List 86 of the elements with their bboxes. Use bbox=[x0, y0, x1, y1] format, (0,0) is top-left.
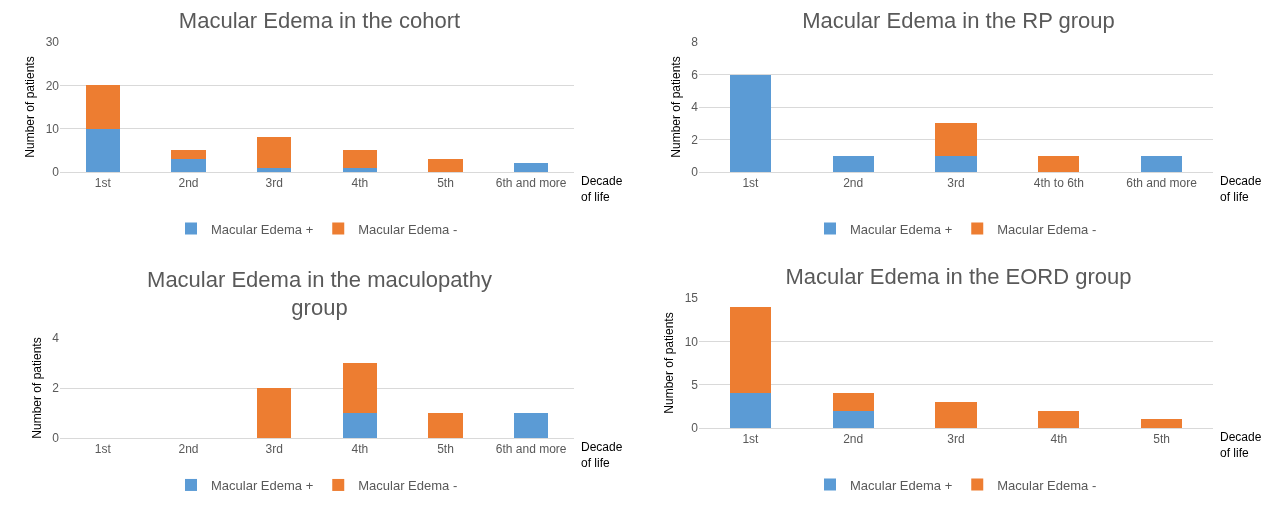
bar bbox=[935, 123, 977, 156]
y-tick-label: 0 bbox=[52, 165, 60, 180]
y-axis-title: Number of patients bbox=[661, 312, 676, 414]
bar bbox=[342, 363, 377, 413]
chart-title: Macular Edema in the maculopathy group bbox=[147, 266, 492, 321]
legend-label: Macular Edema - bbox=[358, 478, 458, 494]
x-axis-title: Decade of life bbox=[581, 174, 623, 204]
bar bbox=[832, 393, 874, 411]
x-tick-label: 2nd bbox=[178, 176, 199, 191]
y-tick-label: 0 bbox=[52, 431, 60, 446]
x-tick-label: 3rd bbox=[947, 176, 965, 191]
legend-label: Macular Edema - bbox=[358, 221, 458, 237]
bar bbox=[832, 410, 874, 428]
x-tick-label: 6th and more bbox=[495, 176, 567, 191]
bar bbox=[729, 74, 771, 172]
bar bbox=[257, 167, 292, 172]
y-tick-label: 5 bbox=[691, 377, 699, 392]
y-tick-label: 8 bbox=[691, 35, 699, 50]
y-tick-label: 20 bbox=[45, 78, 60, 93]
legend-label: Macular Edema + bbox=[211, 478, 314, 494]
chart-title: Macular Edema in the EORD group bbox=[785, 264, 1132, 290]
x-tick-label: 1st bbox=[742, 176, 760, 191]
y-axis-title: Number of patients bbox=[22, 56, 37, 158]
x-tick-label: 3rd bbox=[947, 432, 965, 447]
x-tick-label: 6th and more bbox=[1126, 176, 1198, 191]
y-tick-label: 10 bbox=[45, 121, 60, 136]
x-tick-label: 1st bbox=[94, 176, 112, 191]
bar bbox=[514, 413, 549, 438]
x-axis-title: Decade of life bbox=[1220, 430, 1262, 460]
x-axis-title: Decade of life bbox=[581, 440, 623, 470]
bar bbox=[85, 85, 120, 129]
x-tick-label: 4th bbox=[1050, 432, 1068, 447]
bar bbox=[832, 155, 874, 172]
x-tick-label: 2nd bbox=[843, 432, 864, 447]
bar bbox=[257, 388, 292, 438]
bar bbox=[729, 306, 771, 394]
bar bbox=[342, 150, 377, 168]
bar bbox=[1038, 155, 1080, 172]
bar bbox=[514, 163, 549, 172]
x-tick-label: 4th bbox=[351, 176, 369, 191]
x-tick-label: 5th bbox=[1153, 432, 1170, 447]
y-tick-label: 0 bbox=[691, 421, 699, 436]
chart-title: Macular Edema in the cohort bbox=[178, 8, 461, 34]
x-tick-label: 4th to 6th bbox=[1033, 176, 1084, 191]
bar bbox=[171, 150, 206, 159]
bar bbox=[342, 167, 377, 172]
chart-title: Macular Edema in the RP group bbox=[802, 8, 1115, 34]
legend-label: Macular Edema - bbox=[997, 477, 1097, 493]
bar bbox=[85, 128, 120, 172]
x-tick-label: 6th and more bbox=[495, 442, 567, 457]
bar bbox=[428, 413, 463, 438]
bar bbox=[1038, 410, 1080, 428]
y-tick-label: 6 bbox=[691, 67, 699, 82]
y-tick-label: 15 bbox=[684, 291, 699, 306]
x-tick-label: 2nd bbox=[178, 442, 199, 457]
bar bbox=[171, 159, 206, 172]
bar bbox=[1141, 155, 1183, 172]
y-tick-label: 2 bbox=[52, 381, 60, 396]
bar bbox=[257, 137, 292, 168]
y-tick-label: 2 bbox=[691, 132, 699, 147]
legend-label: Macular Edema + bbox=[850, 477, 953, 493]
bar bbox=[428, 159, 463, 172]
y-tick-label: 30 bbox=[45, 35, 60, 50]
bar bbox=[935, 402, 977, 428]
x-axis-title: Decade of life bbox=[1220, 174, 1262, 204]
legend-label: Macular Edema + bbox=[850, 221, 953, 237]
y-tick-label: 0 bbox=[691, 165, 699, 180]
bar bbox=[729, 393, 771, 428]
x-tick-label: 1st bbox=[742, 432, 760, 447]
x-tick-label: 5th bbox=[437, 442, 454, 457]
y-axis-title: Number of patients bbox=[668, 56, 683, 158]
x-tick-label: 3rd bbox=[265, 176, 283, 191]
x-tick-label: 4th bbox=[351, 442, 369, 457]
x-tick-label: 1st bbox=[94, 442, 112, 457]
bar bbox=[1141, 419, 1183, 428]
x-tick-label: 2nd bbox=[843, 176, 864, 191]
legend-label: Macular Edema + bbox=[211, 221, 314, 237]
y-axis-title: Number of patients bbox=[29, 337, 44, 439]
legend-label: Macular Edema - bbox=[997, 221, 1097, 237]
x-tick-label: 5th bbox=[437, 176, 454, 191]
y-tick-label: 4 bbox=[691, 100, 699, 115]
bar bbox=[935, 155, 977, 172]
y-tick-label: 10 bbox=[684, 334, 699, 349]
y-tick-label: 4 bbox=[52, 331, 60, 346]
bar bbox=[342, 413, 377, 438]
x-tick-label: 3rd bbox=[265, 442, 283, 457]
